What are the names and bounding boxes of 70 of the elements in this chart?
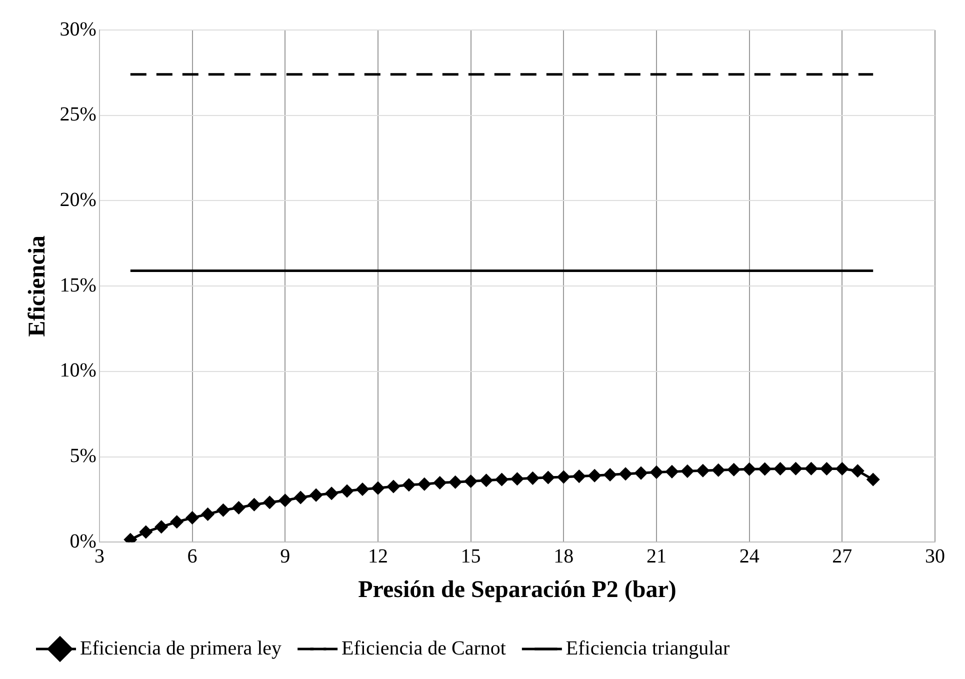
point: [526, 472, 539, 484]
point: [387, 480, 400, 493]
point: [294, 491, 307, 504]
point: [434, 476, 446, 490]
point: [588, 469, 601, 482]
x-axis-title: Presión de Separación P2 (bar): [358, 576, 676, 603]
point: [619, 468, 632, 480]
x-tick-label: 21: [646, 545, 666, 568]
x-tick-label: 30: [925, 545, 945, 568]
point: [216, 504, 230, 516]
point: [372, 482, 384, 494]
point: [202, 508, 214, 520]
point: [325, 487, 338, 500]
y-tick-label: 5%: [70, 445, 96, 468]
point: [557, 470, 570, 484]
legend-label: Eficiencia triangular: [566, 637, 730, 660]
y-tick-label: 0%: [70, 530, 96, 552]
point: [681, 464, 694, 478]
x-tick-label: 27: [832, 545, 852, 568]
point: [232, 501, 245, 514]
point: [866, 473, 880, 486]
x-tick-label: 3: [94, 545, 104, 568]
x-tick-label: 24: [739, 545, 760, 568]
x-tick-label: 15: [460, 545, 481, 568]
y-tick-label: 15%: [60, 274, 96, 296]
point: [496, 473, 508, 486]
point: [510, 472, 524, 486]
y-tick-label: 10%: [60, 360, 96, 382]
legend-label: Eficiencia de Carnot: [342, 637, 506, 660]
point: [820, 462, 833, 476]
y-tick-label: 20%: [60, 188, 96, 211]
point: [696, 464, 710, 477]
point: [480, 474, 493, 487]
point: [836, 462, 848, 476]
legend-label: Eficiencia de primera ley: [80, 637, 282, 660]
y-tick-label: 30%: [60, 18, 96, 40]
point: [263, 496, 276, 509]
point: [449, 476, 462, 488]
point: [712, 464, 725, 476]
point: [418, 478, 431, 490]
point: [170, 516, 184, 528]
x-tick-label: 12: [368, 545, 388, 568]
point: [248, 498, 260, 511]
point: [186, 512, 199, 524]
x-tick-label: 9: [280, 545, 290, 568]
y-axis-title: Eficiencia: [24, 235, 51, 337]
point: [572, 470, 586, 483]
point: [278, 494, 292, 507]
point: [634, 466, 648, 480]
point: [650, 466, 663, 478]
point: [402, 478, 416, 492]
point: [804, 462, 818, 475]
point: [155, 520, 168, 534]
point: [851, 464, 864, 478]
point: [666, 465, 678, 478]
point: [464, 475, 478, 488]
y-tick-label: 25%: [60, 104, 96, 126]
point: [774, 462, 787, 476]
point: [542, 471, 554, 484]
point: [743, 462, 756, 476]
point: [340, 484, 354, 498]
point: [356, 483, 369, 496]
point: [604, 468, 616, 482]
point: [789, 462, 802, 475]
point: [310, 488, 322, 502]
x-tick-label: 18: [554, 545, 574, 568]
x-tick-label: 6: [187, 545, 198, 568]
point: [728, 463, 740, 476]
point: [140, 526, 152, 538]
point: [758, 462, 772, 476]
